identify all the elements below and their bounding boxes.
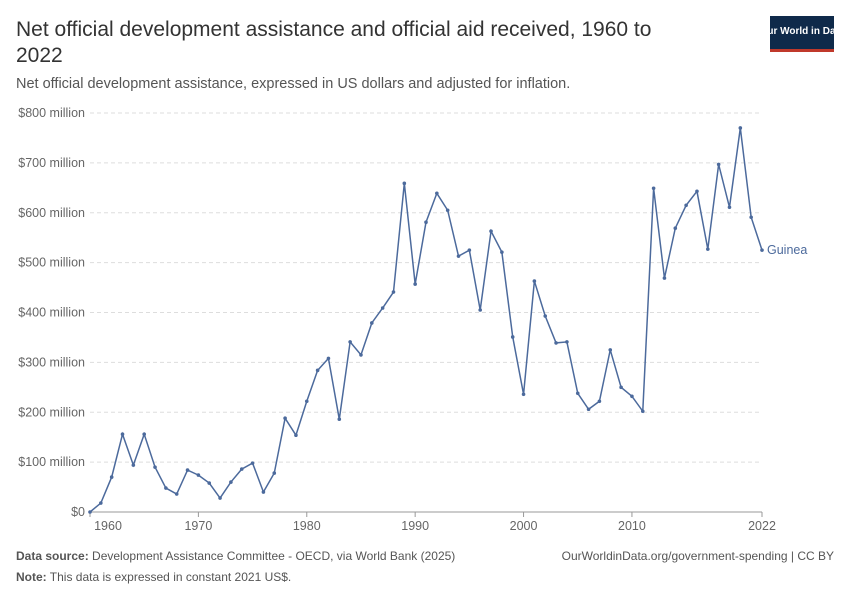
source-text: Development Assistance Committee - OECD,… xyxy=(92,549,455,563)
title-text: Net official development assistance and … xyxy=(16,18,651,41)
point xyxy=(608,348,613,352)
x-tick-label: 1990 xyxy=(401,519,429,533)
x-tick-label: 2010 xyxy=(618,519,646,533)
point xyxy=(597,399,602,404)
x-tick-label: 1960 xyxy=(94,519,122,533)
point xyxy=(630,394,634,399)
subtitle: Net official development assistance, exp… xyxy=(16,76,570,92)
x-tick-label: 2022 xyxy=(748,519,776,533)
point xyxy=(174,492,179,496)
x-tick-label: 1980 xyxy=(293,519,321,533)
point xyxy=(716,162,721,167)
point xyxy=(283,416,287,421)
point xyxy=(272,471,277,475)
note-label: Note: xyxy=(16,570,47,584)
point xyxy=(402,181,407,186)
y-tick-label: $500 million xyxy=(18,256,85,270)
point xyxy=(467,248,472,252)
note-text: This data is expressed in constant 2021 … xyxy=(50,570,291,584)
y-tick-label: $0 xyxy=(71,505,85,519)
point xyxy=(706,247,710,251)
point xyxy=(424,220,428,225)
point xyxy=(554,341,558,345)
logo-text[interactable]: Our World in Data xyxy=(760,26,845,37)
x-tick-label: 2000 xyxy=(510,519,538,533)
url[interactable]: OurWorldinData.org/government-spending |… xyxy=(562,549,834,563)
y-tick-label: $800 million xyxy=(18,106,85,120)
point xyxy=(640,409,645,414)
point xyxy=(695,189,699,194)
point xyxy=(543,314,548,318)
point xyxy=(99,501,103,505)
point xyxy=(413,282,417,286)
x-tick-label: 1970 xyxy=(184,519,212,533)
point xyxy=(565,340,569,344)
point xyxy=(261,490,266,494)
point xyxy=(207,481,212,485)
point xyxy=(239,467,244,471)
y-tick-label: $300 million xyxy=(18,355,85,369)
point xyxy=(391,290,396,294)
point xyxy=(218,496,222,500)
point xyxy=(456,254,461,258)
point xyxy=(500,250,504,254)
point xyxy=(445,208,450,213)
point xyxy=(575,391,580,396)
y-tick-label: $200 million xyxy=(18,405,85,419)
point xyxy=(586,407,591,412)
point xyxy=(760,248,764,252)
point xyxy=(651,186,656,191)
point xyxy=(521,392,526,397)
point xyxy=(164,486,168,490)
point xyxy=(294,433,298,437)
y-tick-label: $700 million xyxy=(18,156,85,170)
point xyxy=(337,417,342,422)
point xyxy=(359,353,363,357)
point xyxy=(88,510,92,514)
point xyxy=(153,465,157,469)
point xyxy=(131,463,136,467)
point xyxy=(315,368,320,373)
point xyxy=(662,276,667,280)
point xyxy=(435,191,439,196)
point xyxy=(304,399,309,404)
legend-label: Guinea xyxy=(767,243,807,257)
title-text: 2022 xyxy=(16,44,63,67)
point xyxy=(478,308,482,312)
source-label: Data source: xyxy=(16,549,89,563)
point xyxy=(109,475,114,479)
point xyxy=(738,126,743,130)
point xyxy=(185,468,190,472)
source: Data source: Development Assistance Comm… xyxy=(16,549,455,563)
point xyxy=(196,473,201,477)
point xyxy=(684,203,688,208)
point xyxy=(619,385,623,390)
y-tick-label: $400 million xyxy=(18,306,85,320)
y-tick-label: $600 million xyxy=(18,206,85,220)
point xyxy=(142,432,146,436)
point xyxy=(229,480,233,484)
point xyxy=(749,215,753,220)
point xyxy=(348,340,352,344)
logo[interactable] xyxy=(770,16,834,52)
chart-title: Net official development assistance and … xyxy=(16,18,651,67)
logo-bar xyxy=(770,49,834,52)
point xyxy=(380,306,385,310)
point xyxy=(326,356,331,361)
y-tick-label: $100 million xyxy=(18,455,85,469)
point xyxy=(727,205,732,210)
note: Note: This data is expressed in constant… xyxy=(16,570,291,584)
point xyxy=(532,279,537,283)
point xyxy=(250,461,255,465)
point xyxy=(673,226,678,231)
point xyxy=(120,432,125,436)
point xyxy=(489,229,493,234)
series-line xyxy=(89,127,763,513)
point xyxy=(510,335,515,339)
point xyxy=(370,321,374,325)
